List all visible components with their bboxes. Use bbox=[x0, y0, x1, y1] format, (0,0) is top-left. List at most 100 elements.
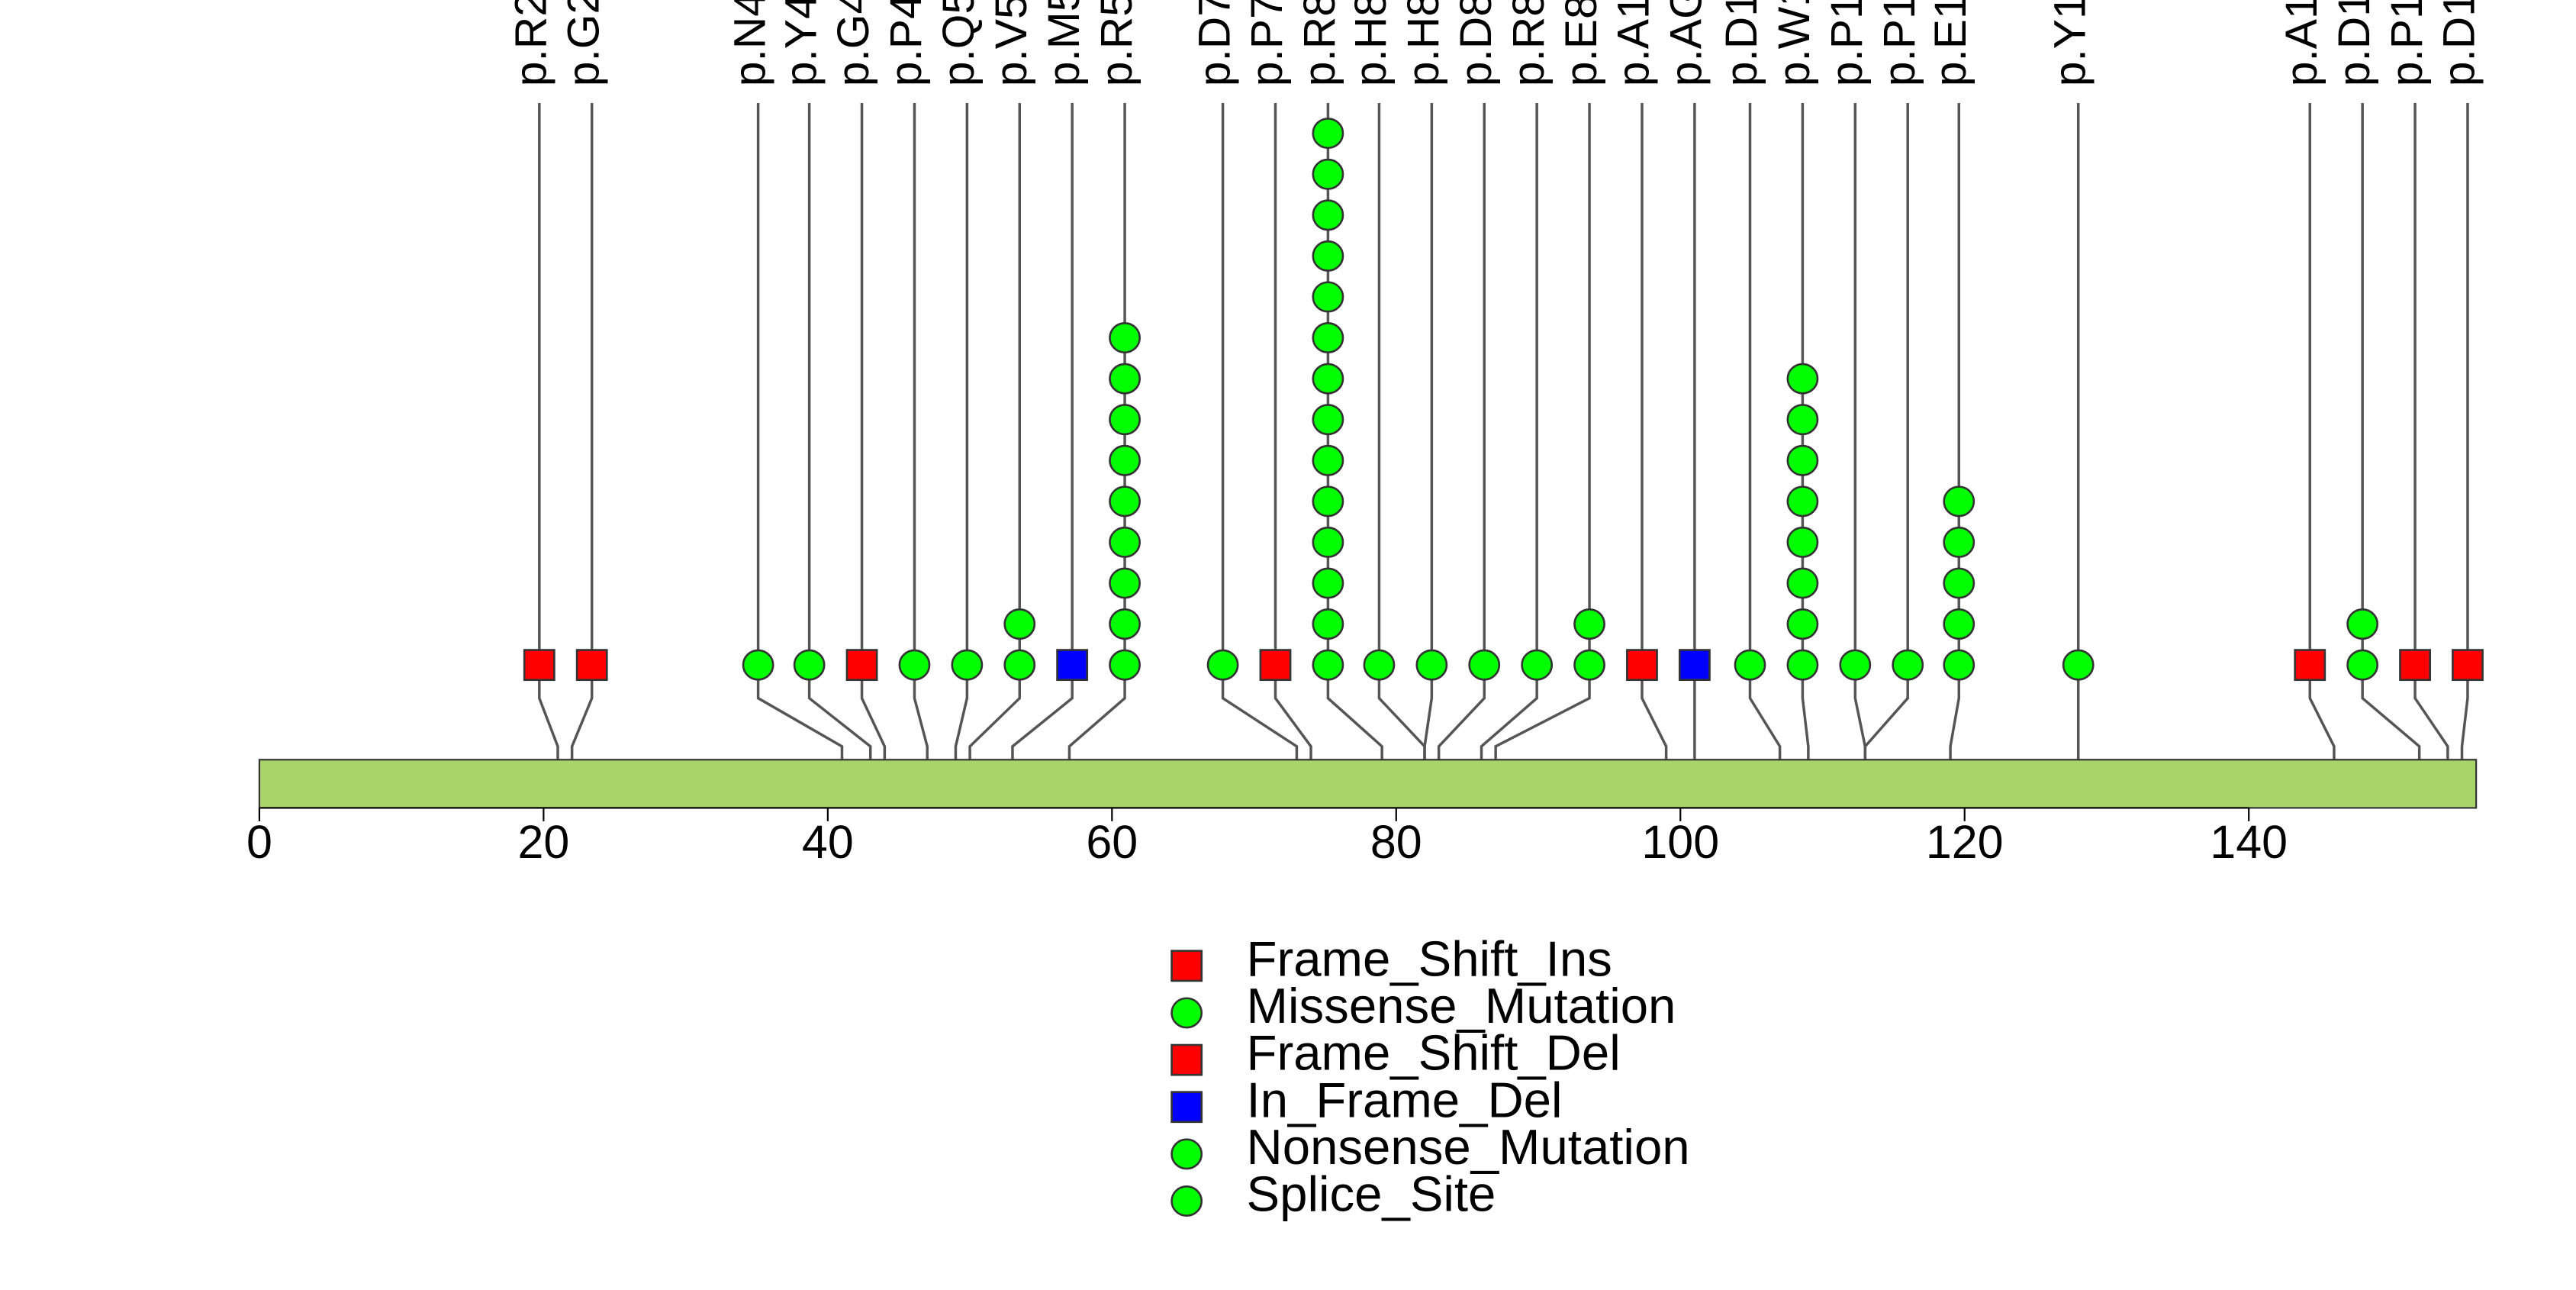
mutation-marker-stack bbox=[1003, 608, 1036, 681]
legend-label: In_Frame_Del bbox=[1247, 1072, 1563, 1127]
mutation-marker-stack bbox=[2399, 649, 2431, 682]
mutation-marker bbox=[1056, 649, 1089, 682]
mutation-marker bbox=[1109, 485, 1141, 518]
mutation-marker-stack bbox=[1312, 118, 1344, 681]
mutation-marker bbox=[1573, 608, 1605, 640]
mutation-marker bbox=[1312, 240, 1344, 272]
mutation-marker bbox=[1892, 649, 1924, 681]
legend-item: Frame_Shift_Del bbox=[1170, 1025, 1621, 1081]
mutation-marker-stack bbox=[1626, 649, 1658, 682]
legend-item: Nonsense_Mutation bbox=[1170, 1119, 1690, 1175]
mutation-marker-stack bbox=[1468, 649, 1501, 681]
mutation-label: p.A147f bbox=[2277, 0, 2326, 86]
mutation-marker bbox=[2399, 649, 2431, 682]
mutation-marker bbox=[1312, 649, 1344, 681]
mutation-marker bbox=[1109, 322, 1141, 354]
mutation-labels-layer: p.R22fs p.G23fs p.N42H p.Y44C p.G45fs p.P48L p… bbox=[507, 0, 2484, 86]
mutation-marker bbox=[1003, 649, 1036, 681]
mutation-label: p.P114H bbox=[1822, 0, 1872, 86]
mutation-marker bbox=[1109, 363, 1141, 395]
mutation-marker-stack bbox=[1786, 363, 1819, 681]
mutation-marker bbox=[793, 649, 826, 681]
x-tick-label: 60 bbox=[1086, 816, 1138, 868]
mutation-marker-stack bbox=[575, 649, 608, 682]
mutation-marker-stack bbox=[1206, 649, 1239, 681]
mutation-marker bbox=[1943, 608, 1975, 640]
mutation-marker-stack bbox=[2346, 608, 2379, 681]
mutation-marker-stack bbox=[742, 649, 774, 681]
mutation-label: p.P155f bbox=[2382, 0, 2432, 86]
mutation-marker bbox=[1003, 608, 1036, 640]
mutation-label: p.P48L bbox=[881, 0, 931, 86]
mutation-label: p.R87P bbox=[1504, 0, 1554, 86]
mutation-marker bbox=[1109, 526, 1141, 558]
mutation-marker-stack bbox=[793, 649, 826, 681]
mutation-label: p.G45fs bbox=[829, 0, 878, 86]
mutation-marker bbox=[1734, 649, 1766, 681]
mutation-label: p.E88* bbox=[1557, 0, 1606, 86]
legend-marker bbox=[1170, 1043, 1203, 1076]
mutation-label: p.D153_ bbox=[2330, 0, 2379, 86]
mutation-marker-stack bbox=[1259, 649, 1292, 682]
mutation-marker bbox=[1312, 118, 1344, 150]
mutation-marker bbox=[1786, 526, 1819, 558]
mutation-marker bbox=[1312, 608, 1344, 640]
mutation-marker-stack bbox=[1892, 649, 1924, 681]
mutation-marker bbox=[845, 649, 878, 682]
mutation-label: p.Q50R bbox=[934, 0, 984, 86]
mutation-marker bbox=[1573, 649, 1605, 681]
x-tick-label: 40 bbox=[802, 816, 854, 868]
x-axis: 0 20 40 60 80 100 120 140 bbox=[246, 807, 2288, 868]
mutation-marker-stack bbox=[2452, 649, 2484, 682]
mutation-marker bbox=[1312, 363, 1344, 395]
legend-item: Frame_Shift_Ins bbox=[1170, 930, 1612, 986]
mutation-label: p.D74V bbox=[1190, 0, 1239, 86]
mutation-marker bbox=[575, 649, 608, 682]
mutation-marker bbox=[1312, 404, 1344, 436]
legend-label: Splice_Site bbox=[1247, 1166, 1496, 1222]
mutation-marker bbox=[1786, 649, 1819, 681]
mutation-marker bbox=[1521, 649, 1554, 681]
mutation-marker bbox=[1415, 649, 1448, 681]
mutation-marker bbox=[1312, 158, 1344, 190]
mutation-marker bbox=[1786, 404, 1819, 436]
mutation-marker bbox=[1206, 649, 1239, 681]
mutation-marker bbox=[1312, 199, 1344, 231]
mutation-marker bbox=[1312, 526, 1344, 558]
mutation-label: p.M54d bbox=[1039, 0, 1089, 86]
mutation-marker bbox=[1943, 567, 1975, 599]
protein-domain-bar bbox=[258, 759, 2478, 809]
x-tick-label: 120 bbox=[1926, 816, 2004, 868]
mutation-marker bbox=[1312, 322, 1344, 354]
mutation-marker bbox=[1363, 649, 1396, 681]
mutation-marker bbox=[742, 649, 774, 681]
legend-marker bbox=[1170, 950, 1203, 982]
mutation-marker bbox=[1312, 485, 1344, 518]
mutation-marker-stack bbox=[1363, 649, 1396, 681]
mutation-label: p.V51_s bbox=[987, 0, 1036, 86]
mutation-label: p.H83Y bbox=[1399, 0, 1448, 86]
mutation-marker-stack bbox=[1943, 485, 1975, 681]
mutation-marker bbox=[898, 649, 931, 681]
mutation-marker bbox=[1839, 649, 1872, 681]
mutation-label: p.N42H bbox=[725, 0, 774, 86]
legend-label: Frame_Shift_Del bbox=[1247, 1025, 1621, 1081]
mutation-marker bbox=[1109, 444, 1141, 476]
mutation-label: p.A100f bbox=[1609, 0, 1659, 86]
legend: Frame_Shift_InsMissense_MutationFrame_Sh… bbox=[1170, 930, 1690, 1222]
mutation-marker-stack bbox=[845, 649, 878, 682]
mutation-marker-stack bbox=[1415, 649, 1448, 681]
legend-marker bbox=[1170, 1138, 1203, 1170]
mutation-label: p.D156f bbox=[2435, 0, 2484, 86]
mutation-label: p.P114L bbox=[1875, 0, 1924, 86]
mutation-label: p.H83R bbox=[1346, 0, 1396, 86]
markers-layer bbox=[523, 118, 2484, 682]
mutation-label: p.R58* bbox=[1092, 0, 1141, 86]
legend-label: Frame_Shift_Ins bbox=[1247, 930, 1612, 986]
mutation-label: p.Y129* bbox=[2045, 0, 2095, 86]
legend-item: Splice_Site bbox=[1170, 1166, 1496, 1222]
mutation-marker bbox=[1786, 485, 1819, 518]
mutation-marker bbox=[1786, 608, 1819, 640]
